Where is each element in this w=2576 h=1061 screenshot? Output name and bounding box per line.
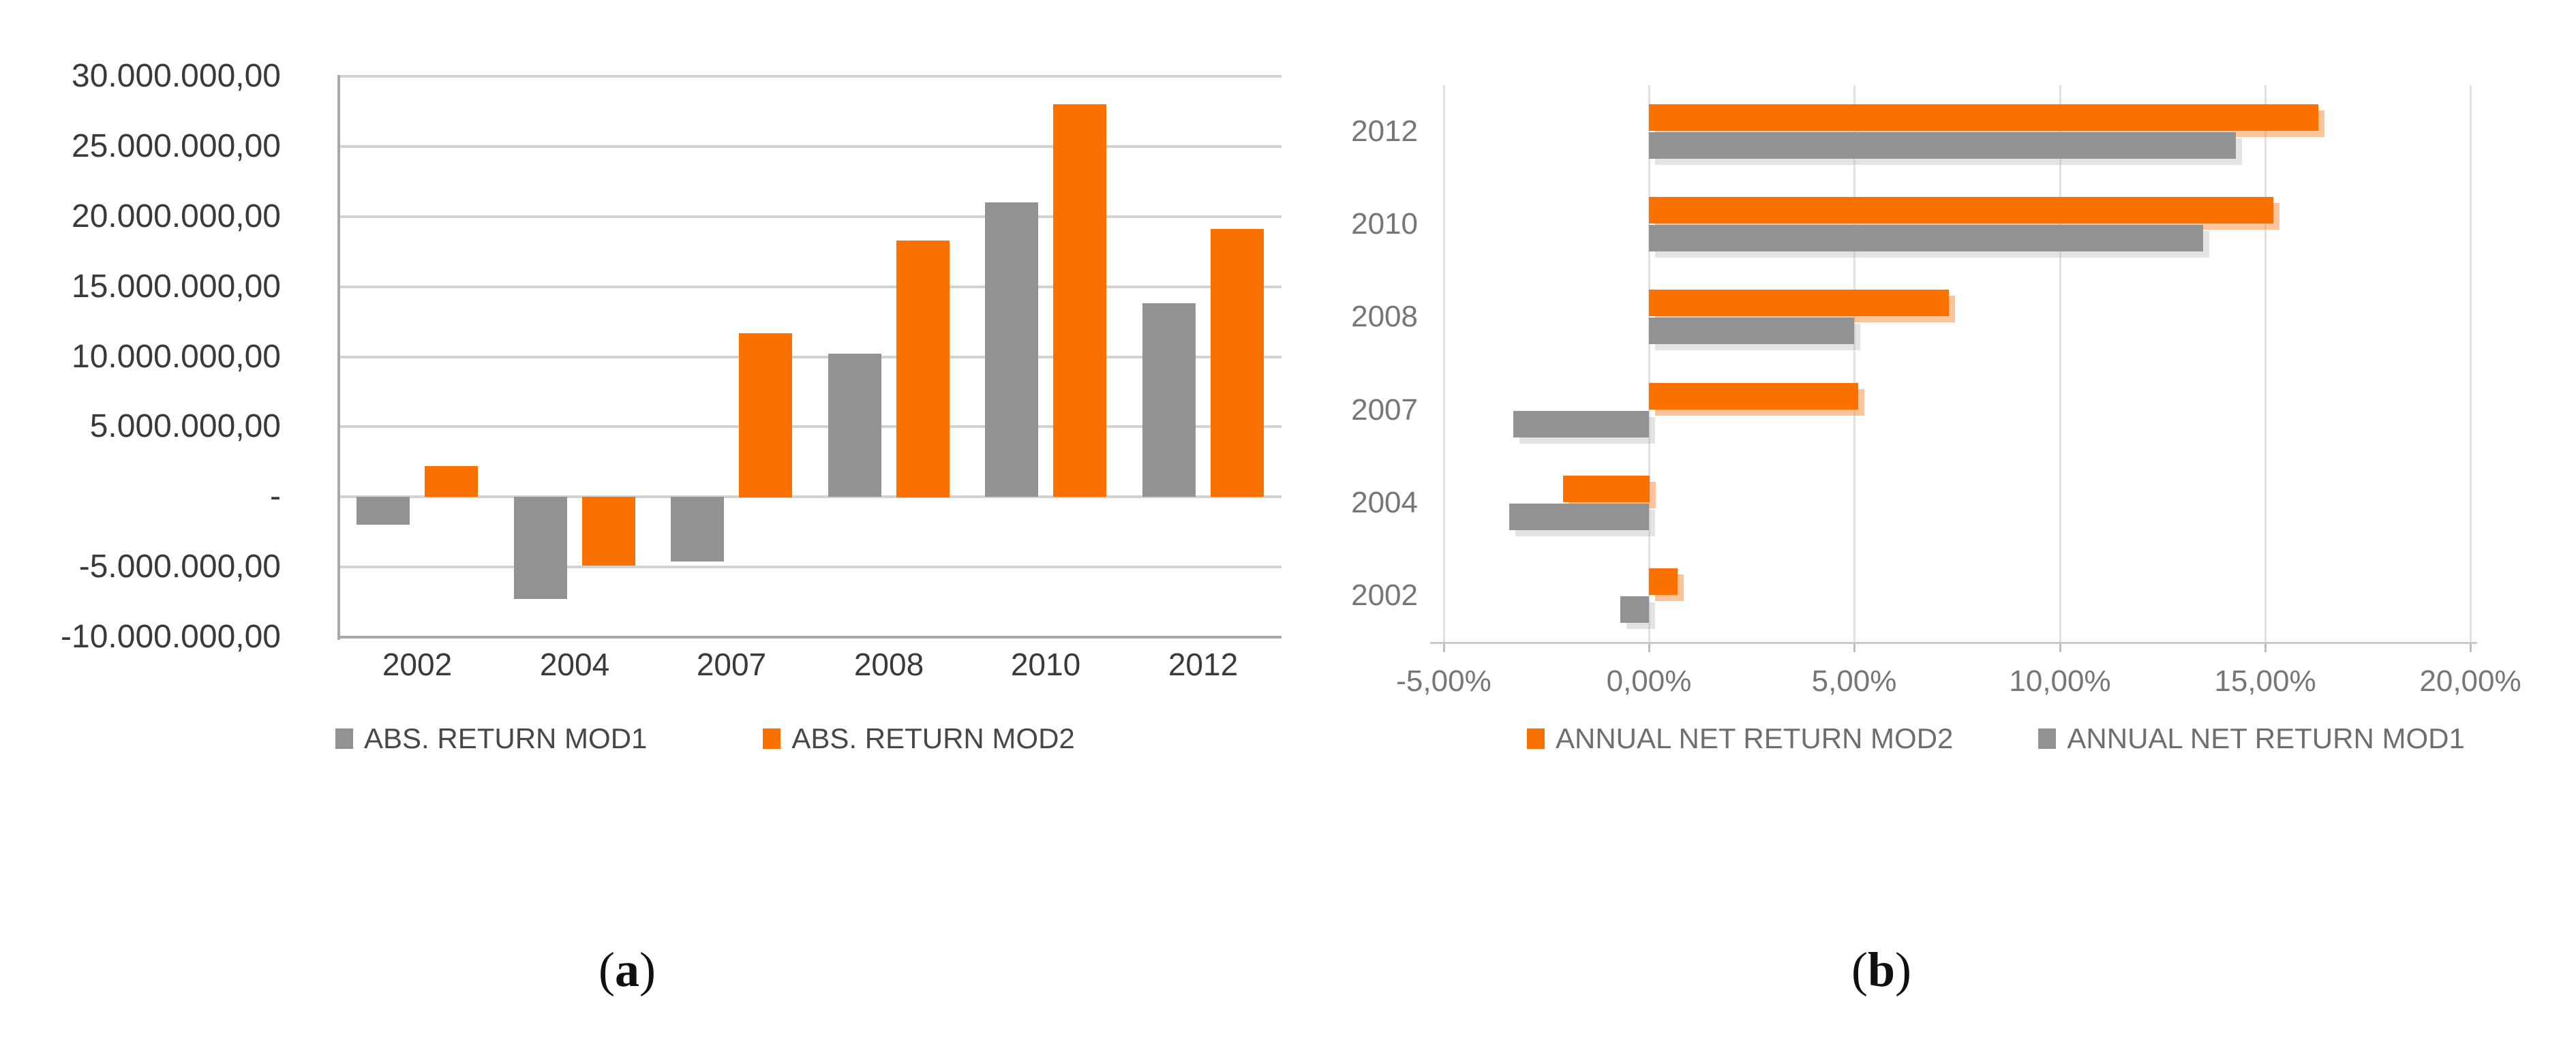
legend-item-abs-return-mod2: ABS. RETURN MOD2 [763,722,1075,755]
x-axis-tick-label: 15,00% [2214,664,2316,698]
bar-2012-abs-return-mod2 [1211,229,1264,497]
gridline-horizontal [339,286,1282,288]
bar-2002-annual-net-return-mod2 [1649,568,1678,595]
legend-label-annual-net-return-mod2: ANNUAL NET RETURN MOD2 [1556,722,1954,754]
y-axis-category-label: 2012 [1351,114,1418,148]
x-axis-category-label: 2007 [696,647,767,682]
y-axis-category-label: 2007 [1351,393,1418,427]
y-axis-category-label: 2002 [1351,579,1418,612]
bar-2010-abs-return-mod2 [1053,104,1106,497]
x-axis-category-label: 2010 [1010,647,1081,682]
x-axis-tick-mark [2470,642,2472,652]
gridline-vertical [1853,85,1855,642]
y-axis-tick-label: 20.000.000,00 [72,198,281,234]
bar-2012-abs-return-mod1 [1142,303,1196,497]
gridline-horizontal [339,356,1282,358]
legend-item-abs-return-mod1: ABS. RETURN MOD1 [335,722,647,755]
bar-2012-annual-net-return-mod1 [1649,132,2236,159]
bar-2007-abs-return-mod2 [739,333,792,497]
y-axis-tick-label: 10.000.000,00 [72,339,281,375]
gridline-vertical [1443,85,1445,642]
x-axis-category-label: 2002 [382,647,453,682]
x-axis-tick-label: 20,00% [2419,664,2521,698]
legend-item-annual-net-return-mod1: ANNUAL NET RETURN MOD1 [2038,722,2465,755]
chart-a-legend: ABS. RETURN MOD1 ABS. RETURN MOD2 [335,722,1075,755]
x-axis-line [339,636,1282,639]
gridline-horizontal [339,566,1282,568]
x-axis-tick-mark [1853,642,1855,652]
x-axis-tick-label: 5,00% [1811,664,1897,698]
y-axis-tick-label: 15.000.000,00 [72,268,281,305]
y-axis-category-label: 2008 [1351,300,1418,333]
bar-2002-abs-return-mod1 [357,497,410,525]
y-axis-line [337,75,340,640]
bar-2012-annual-net-return-mod2 [1649,104,2318,131]
y-axis-category-label: 2004 [1351,486,1418,519]
bar-2004-annual-net-return-mod2 [1563,476,1650,502]
x-axis-tick-mark [2264,642,2267,652]
bar-2004-annual-net-return-mod1 [1509,504,1649,530]
gridline-vertical [1648,85,1650,642]
x-axis-tick-label: 10,00% [2009,664,2111,698]
bar-2004-abs-return-mod1 [514,497,567,599]
bar-2010-abs-return-mod1 [985,202,1038,497]
y-axis-tick-label: 5.000.000,00 [89,408,281,444]
bar-2007-abs-return-mod1 [671,497,724,562]
x-axis-category-label: 2012 [1168,647,1239,682]
y-axis-category-label: 2010 [1351,207,1418,241]
gridline-horizontal [339,495,1282,498]
subfigure-caption-b: (b) [1851,942,1911,997]
legend-label-annual-net-return-mod1: ANNUAL NET RETURN MOD1 [2067,722,2465,754]
y-axis-tick-label: 30.000.000,00 [72,58,281,94]
bar-2008-annual-net-return-mod1 [1649,318,1854,344]
bar-2008-annual-net-return-mod2 [1649,290,1949,316]
x-axis-tick-mark [2059,642,2061,652]
y-axis-tick-label: -10.000.000,00 [61,619,281,655]
legend-item-annual-net-return-mod2: ANNUAL NET RETURN MOD2 [1527,722,1953,755]
gridline-horizontal [339,75,1282,78]
legend-swatch-gray-icon [2038,728,2057,749]
bar-2007-annual-net-return-mod1 [1513,411,1649,437]
y-axis-tick-label: 25.000.000,00 [72,128,281,164]
bar-2004-abs-return-mod2 [582,497,635,566]
bar-2008-abs-return-mod2 [896,241,950,497]
gridline-vertical [2470,85,2472,642]
legend-swatch-gray-icon [335,728,353,749]
y-axis-tick-label: - [270,478,281,514]
bar-2002-annual-net-return-mod1 [1620,596,1649,623]
bar-2010-annual-net-return-mod2 [1649,197,2273,224]
x-axis-tick-mark [1648,642,1650,652]
chart-b-legend: ANNUAL NET RETURN MOD2 ANNUAL NET RETURN… [1527,722,2465,755]
y-axis-tick-label: -5.000.000,00 [78,549,281,585]
legend-label-abs-return-mod1: ABS. RETURN MOD1 [364,722,648,754]
bar-2007-annual-net-return-mod2 [1649,383,1858,410]
x-axis-category-label: 2008 [853,647,924,682]
gridline-vertical [2059,85,2061,642]
legend-label-abs-return-mod2: ABS. RETURN MOD2 [791,722,1075,754]
gridline-horizontal [339,425,1282,428]
bar-2010-annual-net-return-mod1 [1649,225,2203,251]
legend-swatch-orange-icon [1527,728,1545,749]
x-axis-category-label: 2004 [539,647,610,682]
bar-2002-abs-return-mod2 [425,466,478,497]
subfigure-caption-a: (a) [598,942,656,997]
bar-2008-abs-return-mod1 [828,354,881,497]
x-axis-tick-label: -5,00% [1396,664,1491,698]
gridline-vertical [2264,85,2267,642]
gridline-horizontal [339,145,1282,148]
x-axis-tick-label: 0,00% [1606,664,1692,698]
legend-swatch-orange-icon [763,728,781,749]
gridline-horizontal [339,215,1282,218]
x-axis-tick-mark [1443,642,1445,652]
x-axis-line [1430,642,2477,644]
